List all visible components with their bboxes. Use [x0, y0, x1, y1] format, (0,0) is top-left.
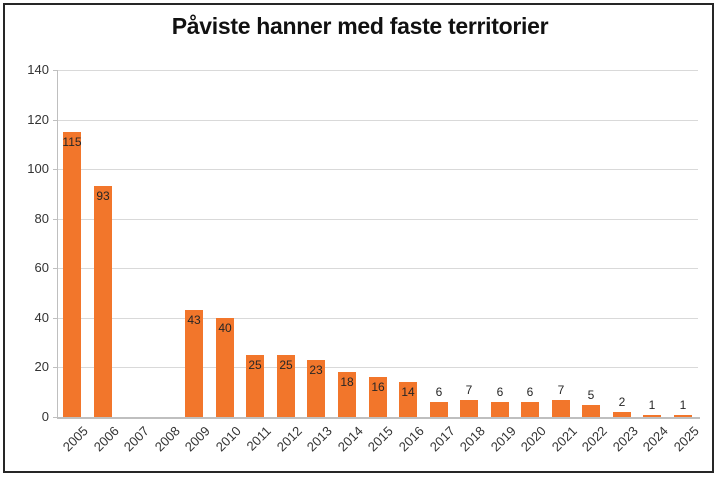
bar-2024	[643, 415, 661, 417]
gridline-y-20	[57, 367, 698, 368]
gridline-y-80	[57, 219, 698, 220]
bar-2015	[369, 377, 387, 417]
data-label-2016: 14	[401, 385, 415, 399]
gridline-y-120	[57, 120, 698, 121]
y-axis-tick	[53, 169, 57, 170]
bar-2011	[246, 355, 264, 417]
data-label-2012: 25	[279, 358, 293, 372]
y-axis-tick-label: 20	[34, 359, 49, 374]
y-axis-tick	[53, 318, 57, 319]
y-axis-tick-label: 120	[27, 112, 49, 127]
data-label-2006: 93	[96, 189, 110, 203]
data-label-2025: 1	[679, 398, 687, 412]
data-label-2015: 16	[371, 380, 385, 394]
data-label-2020: 6	[526, 385, 534, 399]
gridline-y-100	[57, 169, 698, 170]
data-label-2021: 7	[557, 383, 565, 397]
y-axis-tick-label: 60	[34, 260, 49, 275]
y-axis-tick	[53, 219, 57, 220]
bar-2014	[338, 372, 356, 417]
y-axis-tick-label: 80	[34, 211, 49, 226]
chart-outer-border	[3, 3, 714, 473]
bar-2022	[582, 405, 600, 417]
gridline-y-40	[57, 318, 698, 319]
data-label-2019: 6	[496, 385, 504, 399]
chart-title: Påviste hanner med faste territorier	[171, 13, 549, 39]
data-label-2023: 2	[618, 395, 626, 409]
y-axis-line	[57, 70, 58, 417]
data-label-2024: 1	[648, 398, 656, 412]
y-axis-tick-label: 40	[34, 310, 49, 325]
y-axis-tick-label: 0	[41, 409, 49, 424]
data-label-2013: 23	[309, 363, 323, 377]
data-label-2010: 40	[218, 321, 232, 335]
bar-2005	[63, 132, 81, 417]
y-axis-tick	[53, 268, 57, 269]
bar-2025	[674, 415, 692, 417]
y-axis-tick-label: 140	[27, 62, 49, 77]
bar-2017	[430, 402, 448, 417]
bar-2006	[94, 186, 112, 417]
y-axis-tick-label: 100	[27, 161, 49, 176]
bar-2018	[460, 400, 478, 417]
data-label-2014: 18	[340, 375, 354, 389]
y-axis-tick	[53, 367, 57, 368]
data-label-2009: 43	[187, 313, 201, 327]
data-label-2011: 25	[248, 358, 262, 372]
bar-2012	[277, 355, 295, 417]
y-axis-tick	[53, 417, 57, 418]
gridline-y-60	[57, 268, 698, 269]
bar-2009	[185, 310, 203, 417]
y-axis-tick	[53, 120, 57, 121]
bar-2010	[216, 318, 234, 417]
bar-2023	[613, 412, 631, 417]
gridline-y-140	[57, 70, 698, 71]
bar-2020	[521, 402, 539, 417]
x-axis-line	[57, 417, 700, 419]
bar-2019	[491, 402, 509, 417]
data-label-2022: 5	[587, 388, 595, 402]
bar-2021	[552, 400, 570, 417]
data-label-2005: 115	[62, 135, 82, 149]
y-axis-tick	[53, 70, 57, 71]
data-label-2017: 6	[435, 385, 443, 399]
bar-2016	[399, 382, 417, 417]
bar-2013	[307, 360, 325, 417]
data-label-2018: 7	[465, 383, 473, 397]
